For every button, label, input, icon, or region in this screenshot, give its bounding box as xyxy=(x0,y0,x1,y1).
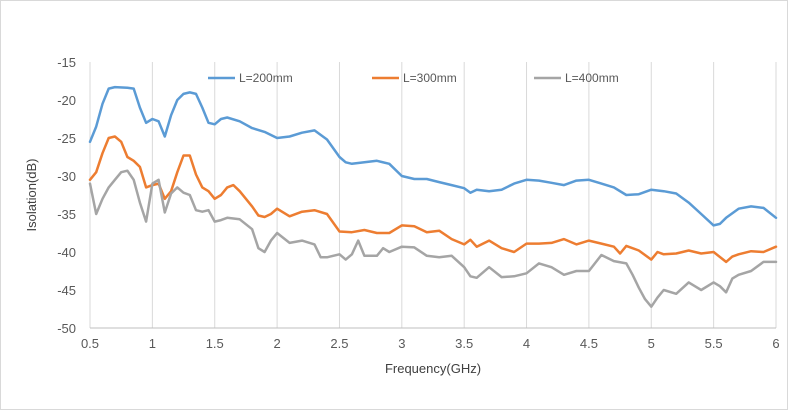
series-line-1 xyxy=(88,85,778,227)
legend-label-3: L=400mm xyxy=(565,71,619,85)
series-line-2 xyxy=(88,135,778,264)
x-axis-title: Frequency(GHz) xyxy=(385,361,481,376)
axis-layer: 0.5 1 1.5 2 2.5 3 3.5 4 4.5 5 5.5 6 -15 -20 -25 -30 -35 -… xyxy=(57,55,779,351)
legend: L=200mm L=300mm L=400mm xyxy=(208,71,619,85)
y-tick-label: -15 xyxy=(57,55,76,70)
x-tick-label: 5 xyxy=(648,336,655,351)
y-axis-title: Isolation(dB) xyxy=(24,159,39,232)
x-tick-label: 0.5 xyxy=(81,336,99,351)
x-tick-label: 6 xyxy=(772,336,779,351)
x-tick-label: 3 xyxy=(398,336,405,351)
y-tick-label: -40 xyxy=(57,245,76,260)
series-layer xyxy=(88,85,778,308)
y-tick-label: -45 xyxy=(57,283,76,298)
grid-layer xyxy=(89,62,777,328)
x-tick-label: 5.5 xyxy=(705,336,723,351)
y-tick-label: -35 xyxy=(57,207,76,222)
x-tick-label: 2.5 xyxy=(330,336,348,351)
x-tick-label: 4.5 xyxy=(580,336,598,351)
y-tick-label: -20 xyxy=(57,93,76,108)
x-tick-label: 1 xyxy=(149,336,156,351)
x-tick-label: 4 xyxy=(523,336,530,351)
y-tick-label: -30 xyxy=(57,169,76,184)
legend-label-1: L=200mm xyxy=(239,71,293,85)
x-tick-label: 2 xyxy=(273,336,280,351)
x-tick-label: 1.5 xyxy=(206,336,224,351)
y-tick-label: -25 xyxy=(57,131,76,146)
legend-label-2: L=300mm xyxy=(403,71,457,85)
series-line-3 xyxy=(88,169,778,308)
x-tick-label: 3.5 xyxy=(455,336,473,351)
y-tick-label: -50 xyxy=(57,321,76,336)
